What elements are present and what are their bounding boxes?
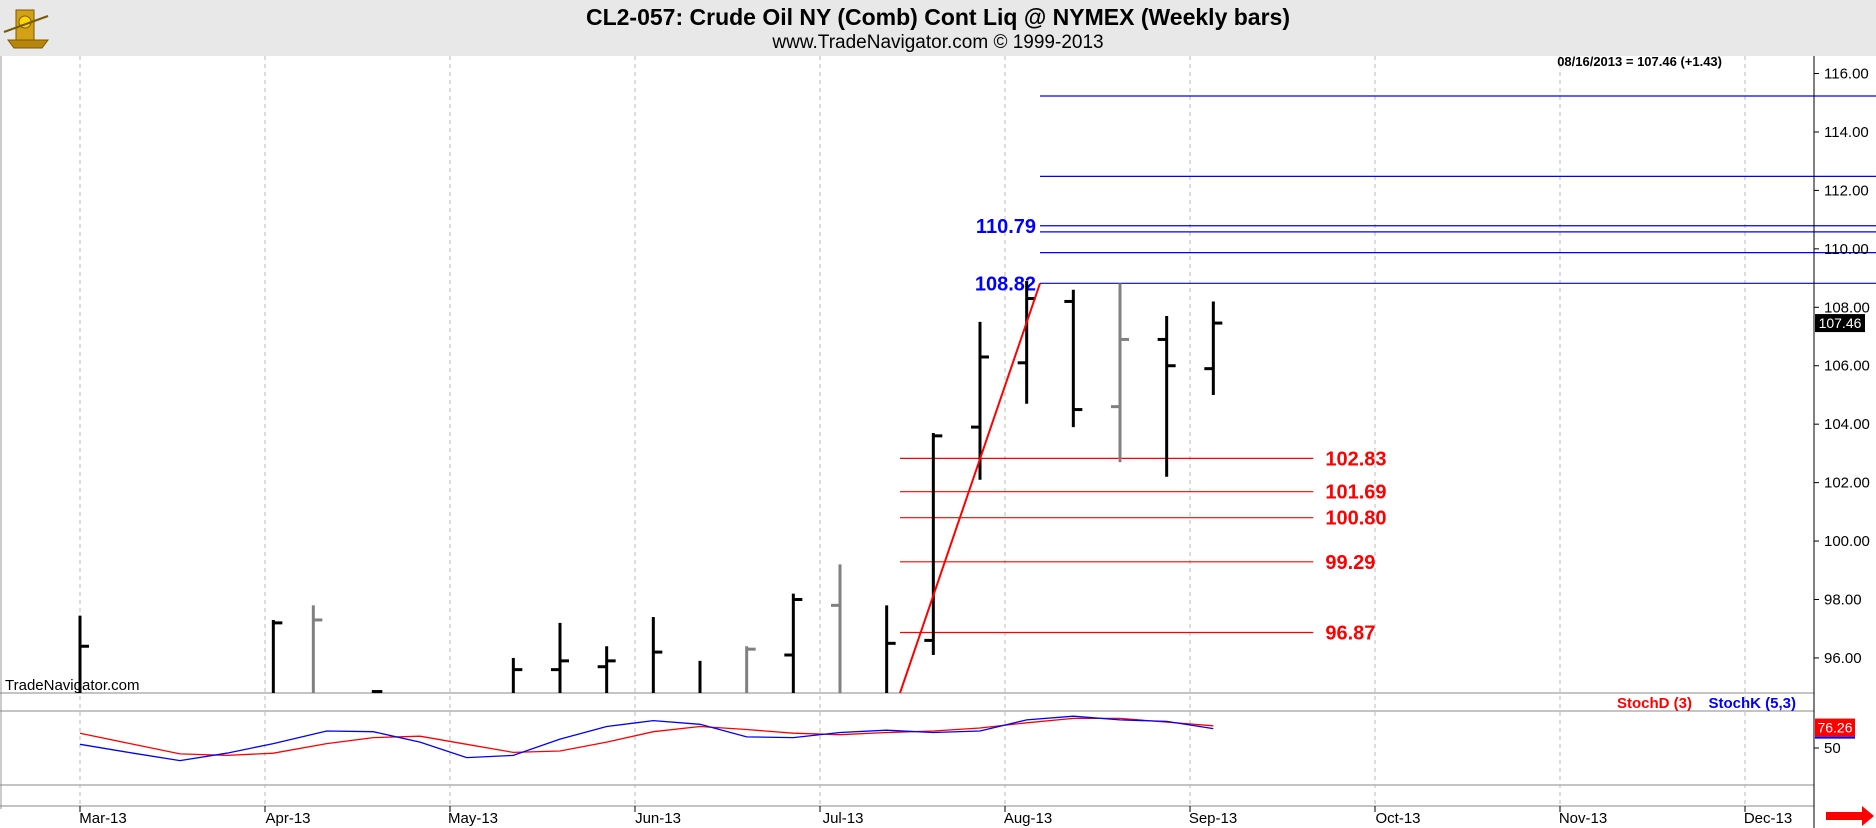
level-label: 110.79: [976, 216, 1036, 238]
chart-title: CL2-057: Crude Oil NY (Comb) Cont Liq @ …: [585, 4, 1290, 30]
level-label: 100.80: [1325, 508, 1386, 530]
osc-y-tick-label: 50: [1824, 740, 1841, 757]
scroll-right-arrow-icon: [1826, 806, 1874, 826]
level-label: 96.87: [1325, 623, 1375, 645]
y-tick-label: 104.00: [1824, 416, 1870, 433]
price-bar: [597, 646, 616, 693]
y-tick-label: 100.00: [1824, 533, 1870, 550]
price-bar: [78, 615, 89, 693]
x-tick-label: Nov-13: [1559, 810, 1607, 827]
price-bar: [1157, 316, 1176, 477]
chart-subtitle: www.TradeNavigator.com © 1999-2013: [772, 32, 1104, 53]
price-bar: [784, 593, 803, 693]
price-bar: [311, 605, 323, 693]
y-tick-label: 112.00: [1824, 182, 1869, 199]
y-tick-label: 108.00: [1824, 299, 1870, 316]
price-bar: [1064, 289, 1083, 428]
level-label: 108.82: [975, 273, 1036, 295]
y-tick-label: 116.00: [1824, 66, 1869, 83]
osc-legend-stochd: StochD (3): [1617, 695, 1692, 712]
level-label: 101.69: [1325, 482, 1386, 504]
last-value-readout: 08/16/2013 = 107.46 (+1.43): [1557, 54, 1722, 69]
price-bar: [511, 657, 523, 693]
x-tick-label: Dec-13: [1744, 810, 1792, 827]
y-tick-label: 96.00: [1824, 650, 1862, 667]
price-bar: [271, 619, 283, 693]
x-tick-label: Mar-13: [79, 810, 127, 827]
x-tick-label: Jun-13: [635, 810, 681, 827]
oscillator-panel: 50 StochD (3) StochK (5,3) 76.26: [79, 695, 1855, 762]
x-tick-label: Aug-13: [1004, 810, 1052, 827]
price-bar: [1204, 301, 1223, 395]
logo-icon: [3, 9, 49, 49]
title-bar: [0, 0, 1876, 56]
y-tick-label: 114.00: [1824, 124, 1869, 141]
osc-series-line: [79, 715, 1214, 762]
osc-last-value-tag: 76.26: [1817, 720, 1852, 736]
level-label: 99.29: [1325, 552, 1375, 574]
price-axis: 116.00 114.00 112.00 110.00 108.00 106.00 104.…: [1557, 54, 1870, 828]
y-tick-label: 102.00: [1824, 475, 1870, 492]
price-bars: [78, 280, 1223, 694]
osc-legend-stochk: StochK (5,3): [1708, 695, 1796, 712]
price-bar: [971, 321, 989, 480]
y-tick-label: 98.00: [1824, 591, 1862, 608]
price-grid: TradeNavigator.com: [0, 56, 1814, 809]
price-bar: [924, 432, 943, 656]
date-axis: Mar-13 Apr-13 May-13 Jun-13 Jul-13 Aug-13 Sep-…: [79, 806, 1874, 827]
price-bar: [831, 564, 842, 693]
last-price-tag: 107.46: [1819, 315, 1862, 331]
watermark: TradeNavigator.com: [5, 677, 140, 694]
osc-tag-box: [1815, 718, 1855, 737]
price-bar: [371, 690, 383, 694]
last-price-tag-box: [1815, 314, 1865, 333]
price-bar: [551, 622, 569, 693]
price-levels: 115.23112.48110.79110.58109.87108.82102.…: [900, 95, 1876, 645]
price-bar: [1111, 283, 1129, 463]
x-tick-label: Sep-13: [1189, 810, 1237, 827]
y-tick-label: 110.00: [1824, 241, 1869, 258]
x-tick-label: May-13: [448, 810, 498, 827]
price-bar: [885, 605, 896, 693]
y-tick-label: 106.00: [1824, 358, 1870, 375]
price-trendline: [899, 283, 1041, 694]
x-tick-label: Jul-13: [823, 810, 864, 827]
x-tick-label: Apr-13: [265, 810, 310, 827]
price-bar: [745, 646, 756, 693]
level-label: 102.83: [1325, 448, 1386, 470]
x-tick-label: Oct-13: [1375, 810, 1420, 827]
price-bar: [651, 617, 663, 693]
trendline: [899, 283, 1041, 694]
osc-series-line: [79, 717, 1214, 757]
